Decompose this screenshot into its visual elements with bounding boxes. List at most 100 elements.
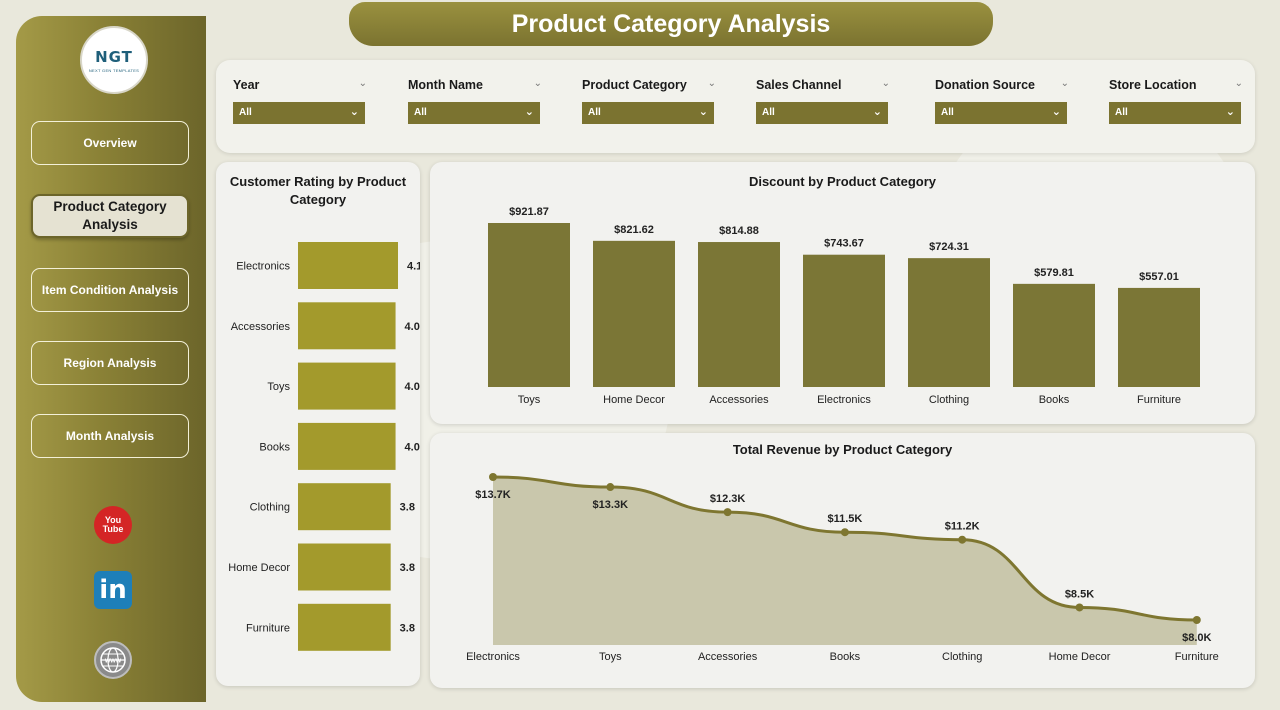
bar-home-decor	[593, 240, 675, 387]
filter-label: Product Category	[582, 78, 687, 92]
customer-rating-chart: Electronics 4.1 Accessories 4.0 Toys 4.0 Books…	[228, 242, 420, 651]
chevron-down-icon[interactable]: ⌄	[707, 78, 716, 89]
category-label-clothing: Clothing	[250, 502, 290, 514]
bar-toys	[488, 223, 570, 387]
discount-chart: $921.87 Toys $821.62 Home Decor $814.88 Acces…	[488, 206, 1200, 406]
filter-label: Month Name	[408, 78, 483, 92]
linkedin-icon[interactable]: in	[94, 571, 132, 609]
bar-electronics	[298, 242, 398, 289]
website-globe-icon[interactable]: www	[94, 641, 132, 679]
data-label-furniture: $557.01	[1139, 271, 1179, 283]
linkedin-icon-text: in	[99, 575, 127, 605]
donation-source-select[interactable]: All ⌄	[935, 102, 1067, 124]
category-label-accessories: Accessories	[709, 394, 769, 406]
bar-home-decor	[298, 543, 391, 591]
filter-month-name: Month Name ⌄ All ⌄	[408, 78, 542, 124]
page-title: Product Category Analysis	[511, 9, 831, 38]
category-label-accessories: Accessories	[231, 321, 291, 333]
chevron-down-icon: ⌄	[698, 106, 708, 118]
data-label-books: $579.81	[1034, 267, 1074, 279]
data-label-home-decor: $8.5K	[1065, 588, 1094, 600]
store-location-select[interactable]: All ⌄	[1109, 102, 1241, 124]
category-label-books: Books	[1039, 394, 1070, 406]
chevron-down-icon: ⌄	[872, 106, 882, 118]
filter-label: Year	[233, 78, 260, 92]
data-label-clothing: 3.8	[400, 502, 415, 514]
data-label-clothing: $724.31	[929, 241, 969, 253]
bar-furniture	[1118, 287, 1200, 387]
chevron-down-icon: ⌄	[524, 106, 534, 118]
chevron-down-icon: ⌄	[1051, 106, 1061, 118]
data-label-clothing: $11.2K	[945, 521, 980, 533]
point-furniture	[1192, 616, 1201, 624]
youtube-icon-text-bottom: Tube	[102, 524, 124, 534]
nav-overview-button[interactable]: Overview	[31, 121, 189, 165]
filter-label: Store Location	[1109, 78, 1197, 92]
filter-bar: Year ⌄ All ⌄ Month Name ⌄ All ⌄ Product …	[216, 60, 1255, 153]
category-label-home-decor: Home Decor	[603, 394, 665, 406]
category-label-electronics: Electronics	[817, 394, 871, 406]
chevron-down-icon[interactable]: ⌄	[881, 78, 890, 89]
nav-item-condition-analysis-button[interactable]: Item Condition Analysis	[31, 268, 189, 312]
data-label-accessories: 4.0	[405, 321, 420, 333]
filter-value: All	[941, 107, 954, 118]
chevron-down-icon: ⌄	[349, 106, 359, 118]
data-label-accessories: $12.3K	[710, 493, 746, 505]
point-electronics	[489, 473, 497, 481]
sales-channel-select[interactable]: All ⌄	[756, 102, 888, 124]
category-label-electronics: Electronics	[466, 651, 520, 663]
category-label-clothing: Clothing	[929, 394, 969, 406]
category-label-electronics: Electronics	[236, 261, 290, 273]
globe-icon: www	[100, 647, 126, 673]
category-label-furniture: Furniture	[246, 622, 290, 634]
chevron-down-icon[interactable]: ⌄	[533, 78, 542, 89]
data-label-home-decor: $821.62	[614, 224, 654, 236]
customer-rating-panel: Customer Rating by Product Category Elec…	[216, 162, 420, 686]
company-logo[interactable]: NGT NEXT GEN TEMPLATES	[80, 26, 148, 94]
data-label-toys: $13.3K	[593, 499, 629, 511]
youtube-icon-text-top: You	[104, 515, 122, 525]
chevron-down-icon[interactable]: ⌄	[1234, 78, 1243, 89]
bar-clothing	[908, 258, 990, 387]
revenue-area-fill	[493, 477, 1197, 645]
bar-electronics	[803, 254, 885, 387]
filter-value: All	[762, 107, 775, 118]
category-label-home-decor: Home Decor	[228, 562, 290, 574]
filter-store-location: Store Location ⌄ All ⌄	[1109, 78, 1243, 124]
product-category-select[interactable]: All ⌄	[582, 102, 714, 124]
data-label-furniture: $8.0K	[1182, 632, 1211, 644]
data-label-toys: 4.0	[405, 381, 420, 393]
revenue-chart: $13.7K Electronics $13.3K Toys $12.3K Accesso…	[466, 473, 1219, 663]
discount-panel: Discount by Product Category $921.87 Toys…	[430, 162, 1255, 424]
year-select[interactable]: All ⌄	[233, 102, 365, 124]
nav-month-analysis-button[interactable]: Month Analysis	[31, 414, 189, 458]
filter-label: Donation Source	[935, 78, 1036, 92]
category-label-accessories: Accessories	[698, 651, 758, 663]
category-label-toys: Toys	[599, 651, 622, 663]
bar-accessories	[298, 302, 396, 350]
filter-sales-channel: Sales Channel ⌄ All ⌄	[756, 78, 890, 124]
filter-value: All	[1115, 107, 1128, 118]
data-label-electronics: $13.7K	[475, 489, 511, 501]
nav-product-category-analysis-button[interactable]: Product Category Analysis	[31, 194, 189, 238]
discount-chart-title: Discount by Product Category	[748, 174, 937, 189]
point-clothing	[958, 535, 967, 544]
category-label-books: Books	[830, 651, 861, 663]
chevron-down-icon[interactable]: ⌄	[358, 78, 367, 89]
chevron-down-icon[interactable]: ⌄	[1060, 78, 1069, 89]
month-name-select[interactable]: All ⌄	[408, 102, 540, 124]
data-label-home-decor: 3.8	[400, 562, 415, 574]
data-label-electronics: 4.1	[407, 261, 420, 273]
bar-toys	[298, 362, 396, 410]
nav-region-analysis-button[interactable]: Region Analysis	[31, 341, 189, 385]
point-toys	[606, 483, 615, 492]
data-label-books: $11.5K	[827, 513, 862, 525]
category-label-toys: Toys	[518, 394, 541, 406]
revenue-panel: Total Revenue by Product Category $13.7K…	[430, 433, 1255, 688]
youtube-icon[interactable]: You Tube	[94, 506, 132, 544]
point-books	[840, 528, 849, 537]
globe-icon-text: www	[104, 658, 122, 665]
revenue-chart-title: Total Revenue by Product Category	[732, 442, 953, 457]
category-label-furniture: Furniture	[1137, 394, 1181, 406]
bar-clothing	[298, 483, 391, 531]
